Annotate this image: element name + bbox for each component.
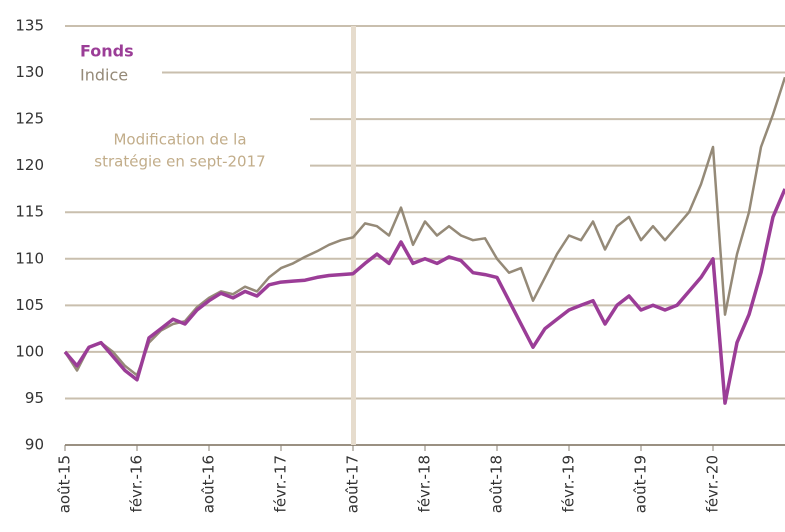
- y-tick-label: 95: [25, 389, 44, 407]
- legend-box: [62, 38, 162, 98]
- series-line: [63, 188, 785, 405]
- x-tick-label: févr.-16: [128, 455, 146, 512]
- y-tick-label: 125: [15, 110, 44, 128]
- y-tick-label: 130: [15, 63, 44, 81]
- x-tick-label: août-16: [200, 455, 218, 513]
- x-tick-label: août-17: [344, 455, 362, 513]
- y-tick-label: 90: [25, 436, 44, 454]
- note-box: [62, 118, 310, 182]
- y-tick-label: 110: [15, 249, 44, 267]
- x-tick-label: févr.-18: [416, 455, 434, 512]
- x-tick-label: févr.-20: [704, 455, 722, 512]
- x-tick-label: août-18: [488, 455, 506, 513]
- x-tick-label: août-15: [56, 455, 74, 513]
- legend-entry: Indice: [80, 66, 128, 85]
- annotation: stratégie en sept-2017: [94, 153, 265, 171]
- y-tick-label: 115: [15, 203, 44, 221]
- y-tick-label: 135: [15, 17, 44, 35]
- legend-entry: Fonds: [80, 42, 134, 61]
- x-tick-label: févr.-19: [560, 455, 578, 512]
- y-tick-label: 100: [15, 342, 44, 360]
- x-tick-label: août-19: [632, 455, 650, 513]
- y-tick-label: 105: [15, 296, 44, 314]
- y-tick-label: 120: [15, 156, 44, 174]
- x-tick-label: févr.-17: [272, 455, 290, 512]
- series-line: [63, 76, 785, 377]
- annotation: Modification de la: [113, 131, 246, 149]
